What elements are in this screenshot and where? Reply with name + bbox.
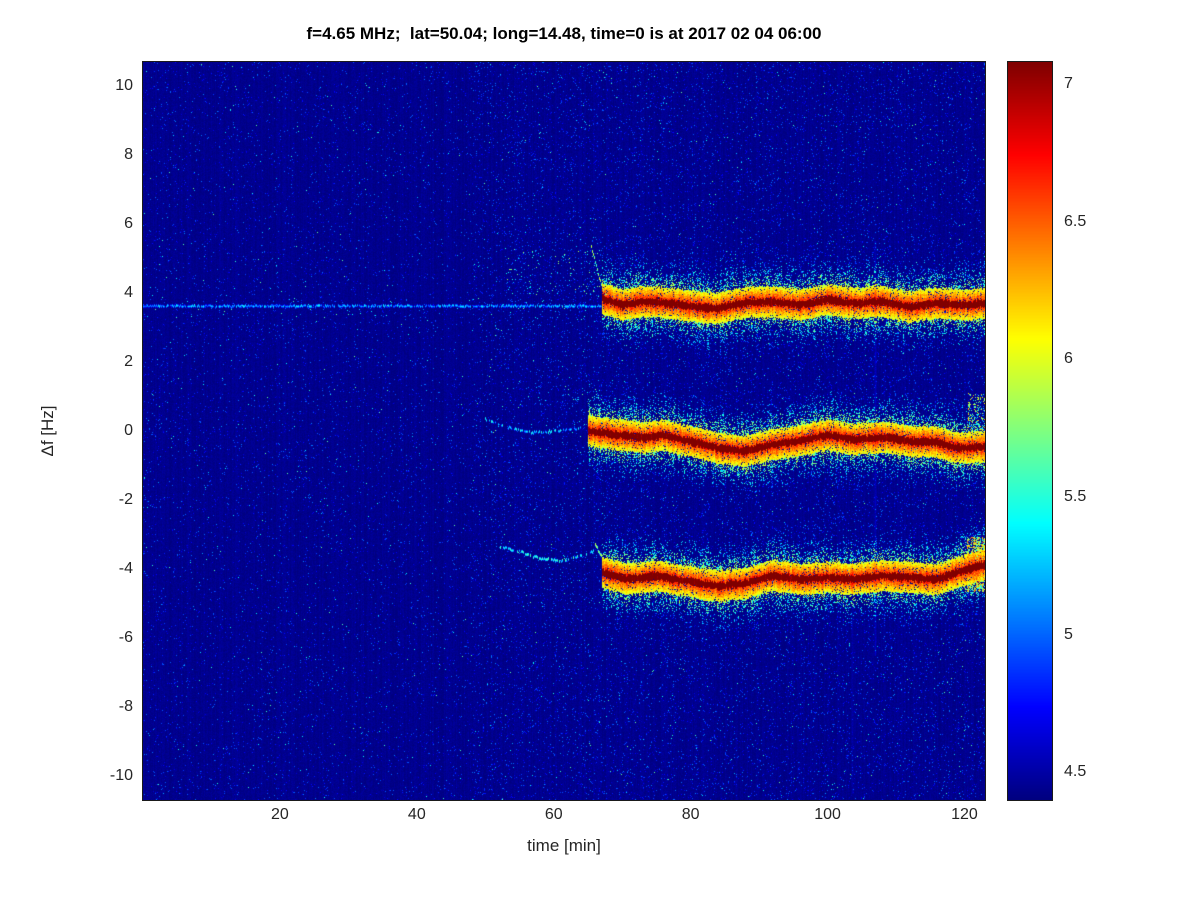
colorbar-tick-label: 5 — [1064, 625, 1073, 643]
chart-title: f=4.65 MHz; lat=50.04; long=14.48, time=… — [306, 24, 822, 43]
colorbar-tick-label: 7 — [1064, 75, 1073, 93]
colorbar-tick-label: 4.5 — [1064, 763, 1087, 781]
x-tick-label: 20 — [271, 806, 289, 823]
colorbar-tick-label: 6.5 — [1064, 212, 1087, 230]
y-tick-label: 10 — [115, 77, 133, 95]
y-tick-label: 0 — [124, 422, 133, 439]
y-tick-label: -6 — [118, 628, 133, 646]
colorbar-tick-label: 5.5 — [1064, 488, 1087, 506]
y-tick-label: -8 — [118, 697, 133, 715]
y-tick-label: 2 — [124, 353, 133, 371]
x-tick-label: 60 — [544, 806, 563, 823]
y-tick-label: -4 — [118, 559, 133, 577]
x-tick-label: 120 — [951, 806, 978, 823]
y-tick-label: 8 — [124, 146, 133, 164]
colorbar-tick-label: 6 — [1064, 350, 1073, 368]
y-tick-label: -10 — [109, 766, 133, 784]
y-tick-label: -2 — [118, 490, 133, 508]
y-tick-label: 4 — [124, 284, 133, 302]
colorbar — [1007, 61, 1053, 801]
x-tick-label: 100 — [814, 806, 841, 823]
x-axis-label: time [min] — [527, 836, 601, 855]
x-tick-label: 40 — [407, 806, 426, 823]
x-tick-label: 80 — [681, 806, 700, 823]
spectrogram-plot — [142, 61, 986, 801]
y-tick-label: 6 — [124, 215, 133, 233]
